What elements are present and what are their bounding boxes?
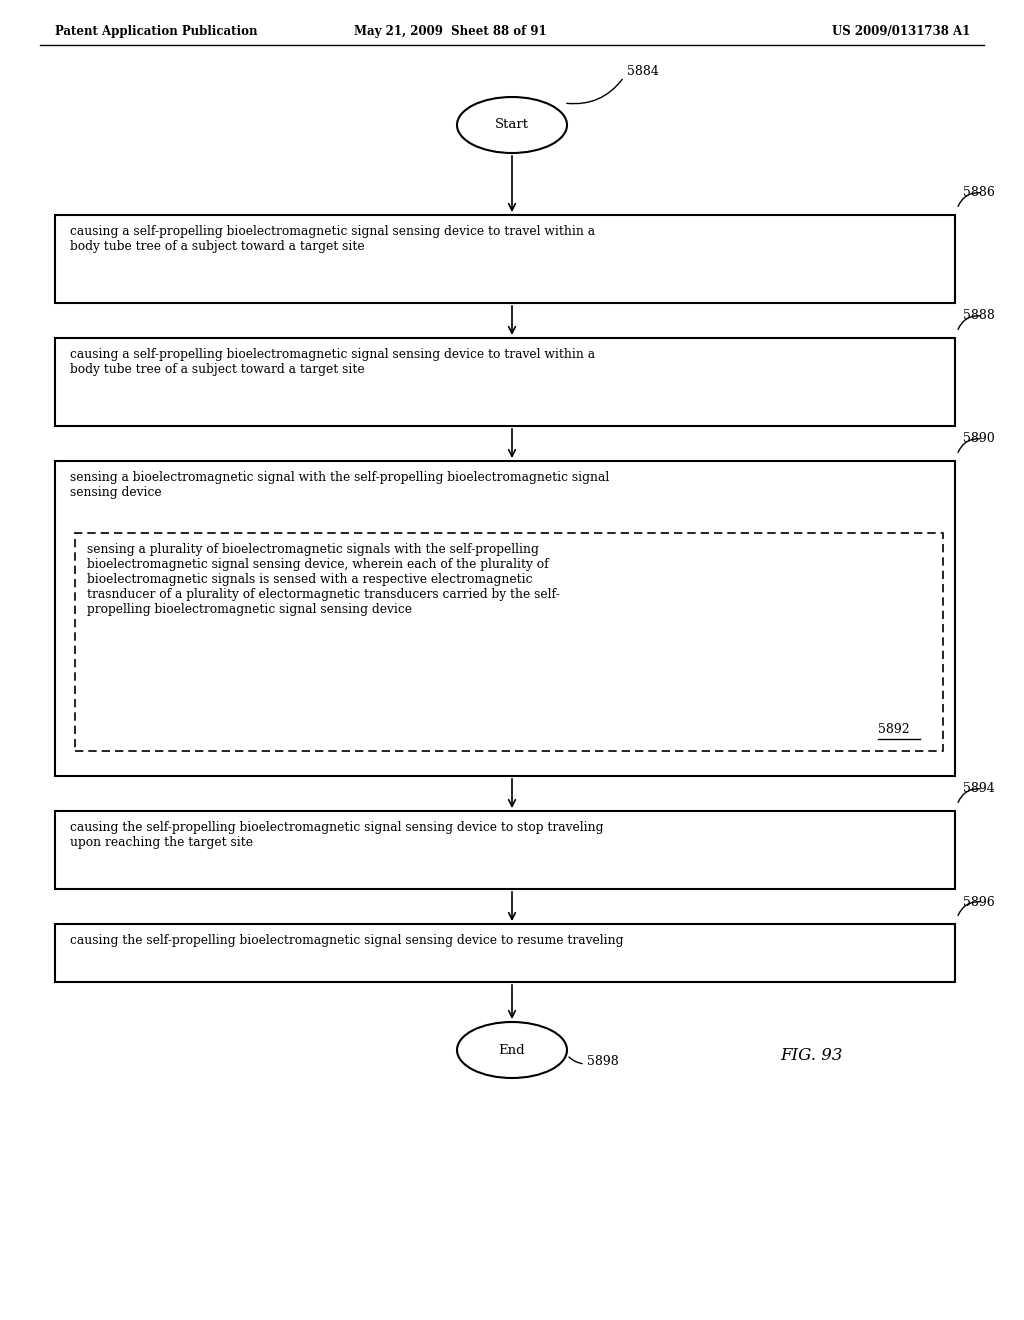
Text: 5884: 5884	[627, 65, 658, 78]
Text: causing the self-propelling bioelectromagnetic signal sensing device to stop tra: causing the self-propelling bioelectroma…	[70, 821, 603, 849]
Text: 5886: 5886	[963, 186, 995, 199]
Text: FIG. 93: FIG. 93	[780, 1047, 843, 1064]
Text: Start: Start	[495, 119, 529, 132]
Text: 5894: 5894	[963, 783, 994, 796]
Text: 5898: 5898	[587, 1055, 618, 1068]
Text: US 2009/0131738 A1: US 2009/0131738 A1	[831, 25, 970, 38]
Text: sensing a bioelectromagnetic signal with the self-propelling bioelectromagnetic : sensing a bioelectromagnetic signal with…	[70, 471, 609, 499]
Text: May 21, 2009  Sheet 88 of 91: May 21, 2009 Sheet 88 of 91	[353, 25, 547, 38]
Text: End: End	[499, 1044, 525, 1056]
Text: 5890: 5890	[963, 433, 994, 446]
Text: 5896: 5896	[963, 895, 994, 908]
Text: 5888: 5888	[963, 309, 995, 322]
Text: 5892: 5892	[878, 722, 909, 735]
Text: causing a self-propelling bioelectromagnetic signal sensing device to travel wit: causing a self-propelling bioelectromagn…	[70, 224, 595, 253]
Text: sensing a plurality of bioelectromagnetic signals with the self-propelling
bioel: sensing a plurality of bioelectromagneti…	[87, 543, 560, 616]
Text: causing the self-propelling bioelectromagnetic signal sensing device to resume t: causing the self-propelling bioelectroma…	[70, 935, 624, 946]
Text: Patent Application Publication: Patent Application Publication	[55, 25, 257, 38]
Text: causing a self-propelling bioelectromagnetic signal sensing device to travel wit: causing a self-propelling bioelectromagn…	[70, 348, 595, 376]
